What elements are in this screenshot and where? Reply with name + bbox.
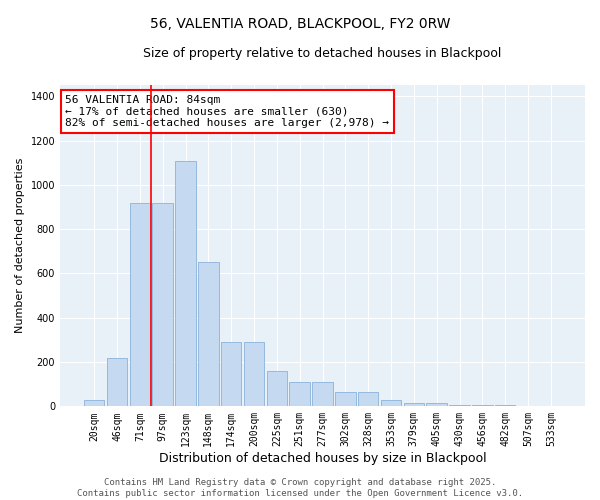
Bar (175, 160, 196, 406)
Bar (266, 371, 287, 406)
Y-axis label: Number of detached properties: Number of detached properties (15, 158, 25, 334)
Bar (152, 202, 173, 406)
Bar (107, 358, 127, 406)
Title: Size of property relative to detached houses in Blackpool: Size of property relative to detached ho… (143, 48, 502, 60)
X-axis label: Distribution of detached houses by size in Blackpool: Distribution of detached houses by size … (159, 452, 487, 465)
Text: Contains HM Land Registry data © Crown copyright and database right 2025.
Contai: Contains HM Land Registry data © Crown c… (77, 478, 523, 498)
Text: 56, VALENTIA ROAD, BLACKPOOL, FY2 0RW: 56, VALENTIA ROAD, BLACKPOOL, FY2 0RW (150, 18, 450, 32)
Bar (335, 392, 356, 406)
Bar (244, 342, 264, 406)
Bar (404, 403, 424, 406)
Bar (472, 404, 493, 406)
Bar (84, 400, 104, 406)
Text: 56 VALENTIA ROAD: 84sqm
← 17% of detached houses are smaller (630)
82% of semi-d: 56 VALENTIA ROAD: 84sqm ← 17% of detache… (65, 95, 389, 128)
Bar (495, 405, 515, 406)
Bar (221, 342, 241, 406)
Bar (427, 403, 447, 406)
Bar (381, 400, 401, 406)
Bar (130, 202, 150, 406)
Bar (358, 392, 379, 406)
Bar (198, 262, 218, 406)
Bar (289, 382, 310, 406)
Bar (312, 382, 333, 406)
Bar (449, 404, 470, 406)
